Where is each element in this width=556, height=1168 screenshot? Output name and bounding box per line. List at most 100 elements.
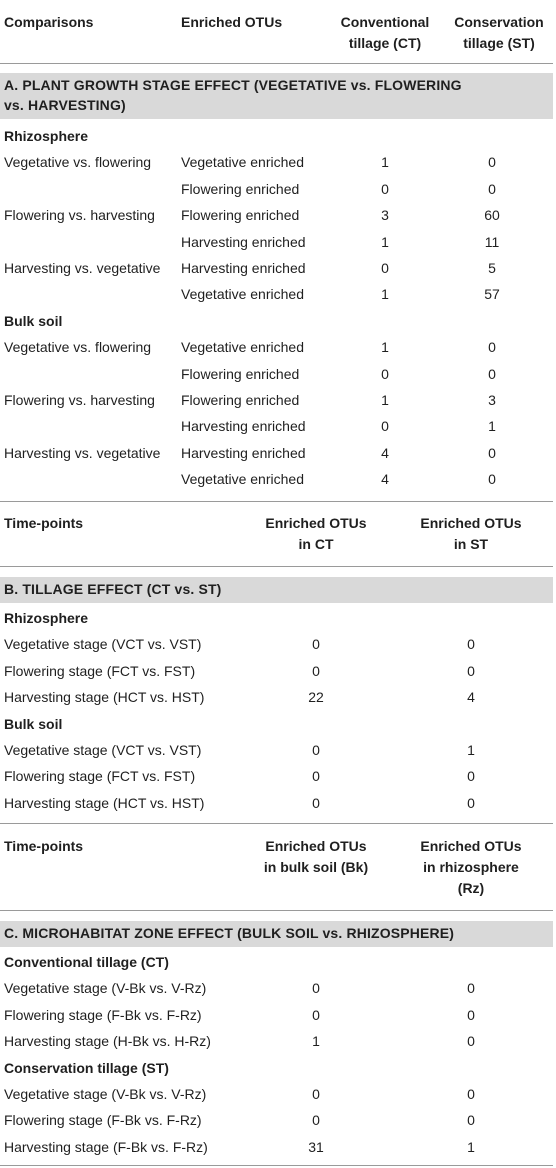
st-value: 0 [488, 471, 496, 488]
section-c-top-rule [0, 823, 553, 824]
rhizosphere-value: 0 [467, 1086, 475, 1102]
enriched-otus-cell: Vegetative enriched [181, 154, 304, 171]
header-enriched-bulk-soil: Enriched OTUs in bulk soil (Bk) [226, 836, 406, 878]
ct-value: 4 [381, 444, 389, 461]
section-a-band-title: A. PLANT GROWTH STAGE EFFECT (VEGETATIVE… [4, 77, 462, 93]
ct-value: 0 [312, 742, 320, 758]
header-enriched-st: Enriched OTUs in ST [381, 513, 556, 555]
section-c-band-title: C. MICROHABITAT ZONE EFFECT (BULK SOIL v… [4, 925, 455, 941]
comparison-cell: Vegetative vs. flowering [4, 154, 152, 171]
header-enriched-st-line: in ST [453, 536, 489, 552]
header-enriched-st-line: Enriched OTUs [420, 515, 522, 531]
time-point-cell: Vegetative stage (VCT vs. VST) [4, 742, 202, 758]
header-rule-c [0, 910, 553, 911]
bulk-soil-value: 1 [312, 1033, 320, 1050]
header-time-points: Time-points [4, 515, 84, 531]
rhizosphere-value: 0 [467, 1112, 475, 1129]
st-value: 0 [467, 636, 475, 653]
header-enriched-ct-line: in CT [298, 536, 334, 552]
group-label: Bulk soil [4, 312, 63, 329]
group-label: Rhizosphere [4, 610, 89, 626]
group-label: Bulk soil [4, 715, 63, 732]
enriched-otus-cell: Flowering enriched [181, 180, 300, 197]
header-enriched-bulk-soil-line: Enriched OTUs [265, 838, 367, 854]
group-label: Conservation tillage (ST) [4, 1059, 169, 1076]
st-value: 0 [488, 339, 496, 356]
header-conservation-tillage: Conservation tillage (ST) [409, 12, 556, 54]
ct-value: 0 [381, 260, 389, 276]
ct-value: 3 [381, 207, 389, 224]
time-point-cell: Harvesting stage (HCT vs. HST) [4, 794, 205, 811]
header-enriched-otus: Enriched OTUs [181, 14, 283, 30]
time-point-cell: Vegetative stage (V-Bk vs. V-Rz) [4, 1086, 207, 1102]
enriched-otus-cell: Harvesting enriched [181, 233, 306, 250]
time-point-cell: Flowering stage (FCT vs. FST) [4, 662, 196, 679]
ct-value: 4 [381, 471, 389, 488]
st-value: 1 [467, 742, 475, 758]
st-value: 57 [484, 286, 500, 303]
table-bottom-rule [0, 1165, 553, 1166]
ct-value: 0 [312, 662, 320, 679]
ct-value: 1 [381, 286, 389, 303]
rhizosphere-value: 0 [467, 980, 475, 997]
section-b-band: B. TILLAGE EFFECT (CT vs. ST) [0, 577, 553, 603]
st-value: 60 [484, 207, 500, 224]
enriched-otus-cell: Vegetative enriched [181, 471, 304, 488]
ct-value: 0 [312, 794, 320, 811]
section-b-band-title: B. TILLAGE EFFECT (CT vs. ST) [4, 581, 222, 597]
enriched-otus-cell: Vegetative enriched [181, 339, 304, 356]
ct-value: 0 [381, 365, 389, 382]
comparison-cell: Flowering vs. harvesting [4, 392, 155, 408]
enriched-otus-cell: Vegetative enriched [181, 286, 304, 303]
header-conventional-tillage-line: Conventional [340, 14, 430, 30]
st-value: 0 [488, 444, 496, 461]
enriched-otus-cell: Harvesting enriched [181, 444, 306, 461]
header-rule-b [0, 566, 553, 567]
section-a-band-title: vs. HARVESTING) [4, 97, 126, 113]
time-point-cell: Flowering stage (FCT vs. FST) [4, 768, 196, 785]
bulk-soil-value: 0 [312, 1112, 320, 1129]
bulk-soil-value: 0 [312, 1086, 320, 1102]
ct-value: 1 [381, 392, 389, 408]
enriched-otus-cell: Harvesting enriched [181, 418, 306, 435]
section-c-band: C. MICROHABITAT ZONE EFFECT (BULK SOIL v… [0, 921, 553, 947]
ct-value: 1 [381, 154, 389, 171]
bulk-soil-value: 31 [308, 1138, 324, 1155]
header-rule-a [0, 63, 553, 64]
st-value: 0 [488, 180, 496, 197]
st-value: 3 [488, 392, 496, 408]
header-time-points: Time-points [4, 838, 84, 854]
header-conservation-tillage-line: Conservation [454, 14, 544, 30]
rhizosphere-value: 1 [467, 1138, 475, 1155]
section-b-top-rule [0, 501, 553, 502]
bulk-soil-value: 0 [312, 1006, 320, 1023]
header-enriched-ct: Enriched OTUs in CT [226, 513, 406, 555]
comparison-cell: Vegetative vs. flowering [4, 339, 152, 356]
st-value: 5 [488, 260, 496, 276]
section-a-band: A. PLANT GROWTH STAGE EFFECT (VEGETATIVE… [0, 73, 553, 119]
rhizosphere-value: 0 [467, 1033, 475, 1050]
enriched-otus-cell: Harvesting enriched [181, 260, 306, 276]
comparison-cell: Flowering vs. harvesting [4, 207, 155, 224]
header-comparisons: Comparisons [4, 14, 94, 30]
st-value: 0 [467, 794, 475, 811]
header-enriched-ct-line: Enriched OTUs [265, 515, 367, 531]
bulk-soil-value: 0 [312, 980, 320, 997]
st-value: 11 [484, 233, 500, 250]
time-point-cell: Flowering stage (F-Bk vs. F-Rz) [4, 1006, 202, 1023]
time-point-cell: Harvesting stage (F-Bk vs. F-Rz) [4, 1138, 208, 1155]
st-value: 0 [467, 768, 475, 785]
ct-value: 22 [308, 689, 324, 706]
st-value: 0 [488, 154, 496, 171]
time-point-cell: Harvesting stage (H-Bk vs. H-Rz) [4, 1033, 211, 1050]
header-enriched-rhizosphere-line: Enriched OTUs [420, 838, 522, 854]
st-value: 4 [467, 689, 475, 706]
enriched-otus-cell: Flowering enriched [181, 365, 300, 382]
time-point-cell: Vegetative stage (V-Bk vs. V-Rz) [4, 980, 207, 997]
header-conventional-tillage-line: tillage (CT) [348, 35, 422, 51]
header-conservation-tillage-line: tillage (ST) [463, 35, 535, 51]
ct-value: 0 [381, 418, 389, 435]
header-enriched-rhizosphere: Enriched OTUs in rhizosphere (Rz) [381, 836, 556, 899]
enriched-otus-cell: Flowering enriched [181, 207, 300, 224]
header-enriched-rhizosphere-line: (Rz) [457, 880, 485, 896]
